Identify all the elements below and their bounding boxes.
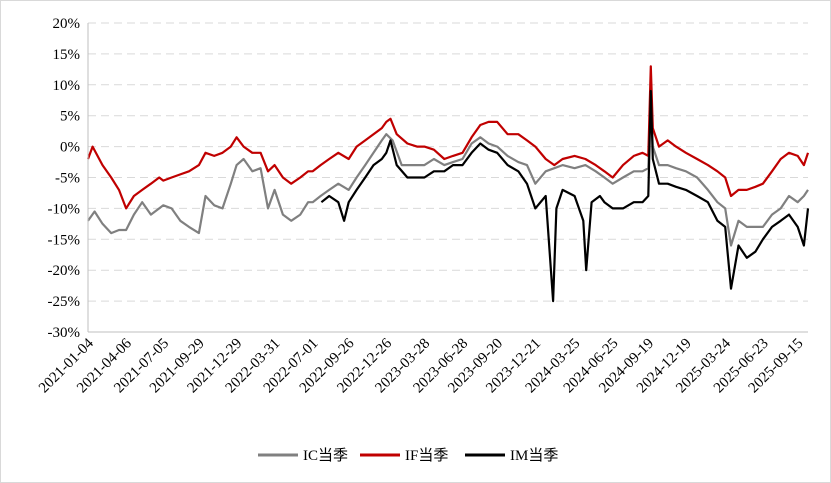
legend-label: IF当季 — [405, 447, 448, 464]
y-tick-label: -25% — [48, 294, 81, 310]
legend-label: IM当季 — [510, 447, 558, 464]
y-tick-label: -5% — [55, 171, 80, 187]
y-tick-label: -30% — [48, 325, 81, 341]
series-line-1 — [87, 96, 809, 247]
y-axis-tick-labels: 20% 15% 10% 5% 0% -5% -10% -15% -20% -25% -30% — [48, 16, 81, 341]
series-lines — [86, 65, 810, 303]
x-axis-tick-labels: 2021-01-042021-04-062021-07-052021-09-29… — [36, 335, 806, 396]
y-tick-label: -20% — [48, 263, 81, 279]
y-tick-label: 10% — [53, 78, 81, 94]
grid-lines — [88, 22, 808, 302]
y-tick-label: 0% — [60, 140, 80, 156]
legend-label: IC当季 — [303, 447, 348, 464]
series-line-3 — [320, 89, 810, 303]
y-tick-label: 5% — [60, 109, 80, 125]
series-line-2 — [86, 65, 810, 210]
y-tick-label: -15% — [48, 232, 81, 248]
y-tick-label: 20% — [53, 16, 81, 32]
y-tick-label: 15% — [53, 47, 81, 63]
y-tick-label: -10% — [48, 201, 81, 217]
legend: IC当季 IF当季 IM当季 — [258, 447, 558, 464]
